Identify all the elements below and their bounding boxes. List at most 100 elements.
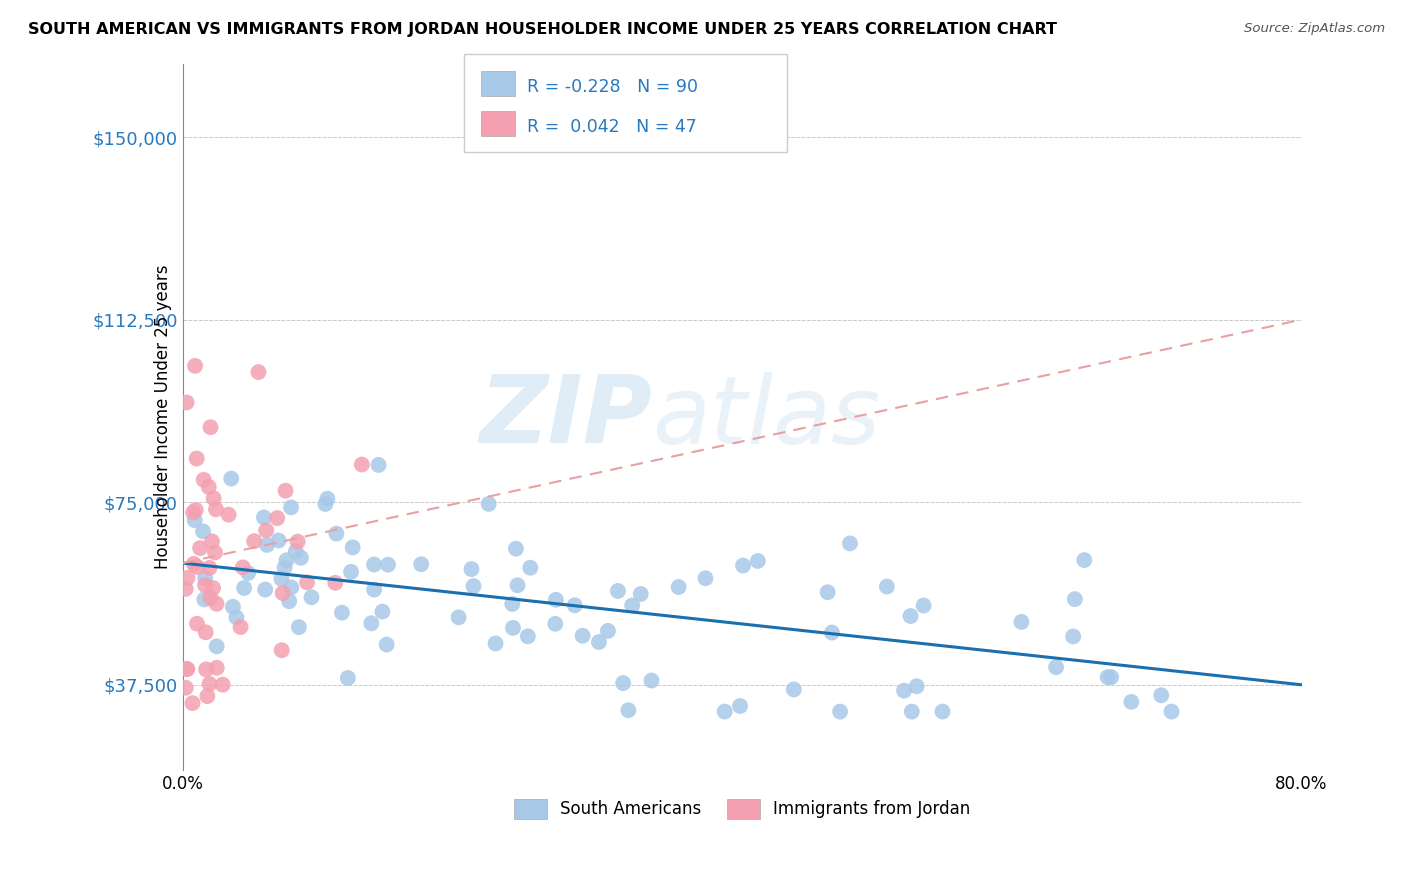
Point — [731, 558, 754, 573]
Point — [200, 591, 222, 605]
Point — [176, 662, 198, 676]
Point — [828, 705, 851, 719]
Point — [174, 582, 197, 596]
Point — [273, 560, 295, 574]
Point — [270, 572, 292, 586]
Point — [197, 480, 219, 494]
Point — [516, 629, 538, 643]
Point — [1045, 660, 1067, 674]
Point — [447, 610, 470, 624]
Point — [411, 558, 433, 572]
Text: SOUTH AMERICAN VS IMMIGRANTS FROM JORDAN HOUSEHOLDER INCOME UNDER 25 YEARS CORRE: SOUTH AMERICAN VS IMMIGRANTS FROM JORDAN… — [28, 22, 1057, 37]
Point — [278, 594, 301, 608]
Text: Source: ZipAtlas.com: Source: ZipAtlas.com — [1244, 22, 1385, 36]
Point — [519, 560, 541, 574]
Point — [191, 524, 214, 539]
Point — [229, 620, 252, 634]
Point — [695, 571, 717, 585]
Point — [274, 483, 297, 498]
Point — [205, 502, 228, 516]
Point — [276, 553, 298, 567]
Point — [232, 560, 254, 574]
Point — [612, 676, 634, 690]
Point — [377, 558, 399, 572]
Point — [621, 599, 644, 613]
Point — [564, 599, 586, 613]
Point — [181, 506, 204, 520]
Point — [323, 575, 346, 590]
Point — [218, 508, 240, 522]
Point — [876, 580, 898, 594]
Point — [596, 624, 619, 638]
Point — [912, 599, 935, 613]
Point — [747, 554, 769, 568]
Point — [194, 571, 217, 585]
Point — [484, 636, 506, 650]
Point — [501, 597, 523, 611]
Point — [502, 621, 524, 635]
Point — [195, 662, 218, 676]
Point — [211, 678, 233, 692]
Point — [225, 610, 247, 624]
Point — [821, 625, 844, 640]
Point — [1073, 553, 1095, 567]
Point — [571, 629, 593, 643]
Point — [1064, 592, 1087, 607]
Point — [900, 609, 922, 624]
Point — [183, 557, 205, 571]
Text: atlas: atlas — [652, 372, 880, 463]
Point — [284, 544, 307, 558]
Point — [201, 534, 224, 549]
Point — [544, 592, 567, 607]
Text: R = -0.228   N = 90: R = -0.228 N = 90 — [527, 78, 699, 95]
Point — [342, 541, 364, 555]
Point — [186, 560, 208, 574]
Point — [713, 705, 735, 719]
Point — [174, 681, 197, 695]
Point — [350, 458, 373, 472]
Point — [617, 703, 640, 717]
Point — [219, 472, 242, 486]
Point — [668, 580, 690, 594]
Point — [375, 638, 398, 652]
Point — [363, 558, 385, 572]
Point — [367, 458, 389, 472]
Point — [198, 561, 221, 575]
Point — [181, 696, 204, 710]
Point — [340, 565, 363, 579]
Point — [193, 473, 215, 487]
Point — [288, 620, 311, 634]
Point — [202, 491, 225, 506]
Point — [301, 591, 323, 605]
Point — [463, 579, 485, 593]
Point — [314, 497, 336, 511]
Point — [194, 625, 217, 640]
Point — [270, 643, 292, 657]
Point — [205, 597, 228, 611]
Point — [266, 511, 288, 525]
Point — [195, 689, 218, 703]
Point — [193, 592, 215, 607]
Y-axis label: Householder Income Under 25 years: Householder Income Under 25 years — [153, 265, 172, 569]
Point — [202, 581, 225, 595]
Point — [184, 513, 207, 527]
Point — [371, 605, 394, 619]
Point — [184, 359, 207, 373]
Point — [905, 679, 928, 693]
Point — [360, 616, 382, 631]
Point — [256, 538, 278, 552]
Point — [198, 677, 221, 691]
Point — [280, 580, 302, 594]
Point — [931, 705, 953, 719]
Point — [247, 365, 270, 379]
Point — [817, 585, 839, 599]
Point — [176, 571, 198, 585]
Point — [1099, 670, 1122, 684]
Point — [1160, 705, 1182, 719]
Point — [728, 698, 751, 713]
Point — [188, 541, 211, 555]
Point — [236, 566, 259, 580]
Text: ZIP: ZIP — [479, 371, 652, 463]
Point — [267, 533, 290, 548]
Point — [325, 526, 347, 541]
